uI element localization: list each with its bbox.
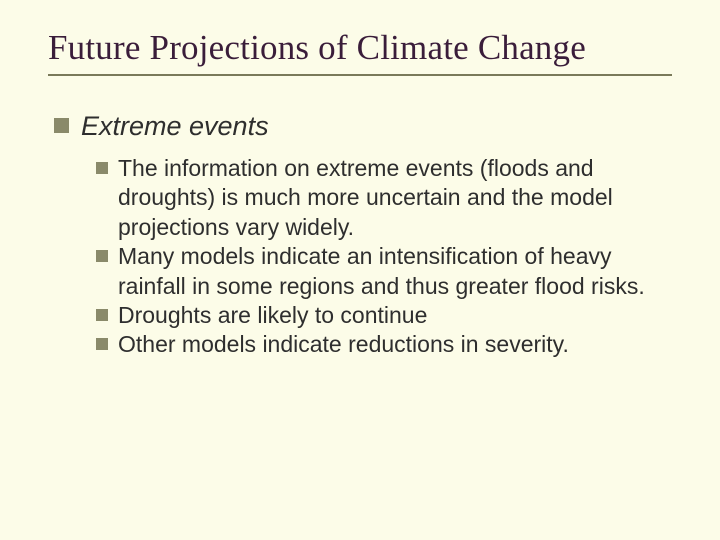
square-bullet-icon	[96, 338, 108, 350]
level1-label: Extreme events	[81, 110, 269, 144]
square-bullet-icon	[96, 309, 108, 321]
list-item-text: The information on extreme events (flood…	[118, 154, 672, 242]
title-underline	[48, 74, 672, 76]
list-item: Other models indicate reductions in seve…	[96, 330, 672, 359]
list-item: The information on extreme events (flood…	[96, 154, 672, 242]
square-bullet-icon	[96, 162, 108, 174]
bullet-level1: Extreme events	[54, 110, 672, 144]
list-item-text: Other models indicate reductions in seve…	[118, 330, 569, 359]
square-bullet-icon	[54, 118, 69, 133]
list-item-text: Droughts are likely to continue	[118, 301, 427, 330]
slide: Future Projections of Climate Change Ext…	[0, 0, 720, 540]
list-item: Droughts are likely to continue	[96, 301, 672, 330]
list-item-text: Many models indicate an intensification …	[118, 242, 672, 301]
level2-list: The information on extreme events (flood…	[96, 154, 672, 360]
slide-title: Future Projections of Climate Change	[48, 28, 672, 68]
square-bullet-icon	[96, 250, 108, 262]
list-item: Many models indicate an intensification …	[96, 242, 672, 301]
